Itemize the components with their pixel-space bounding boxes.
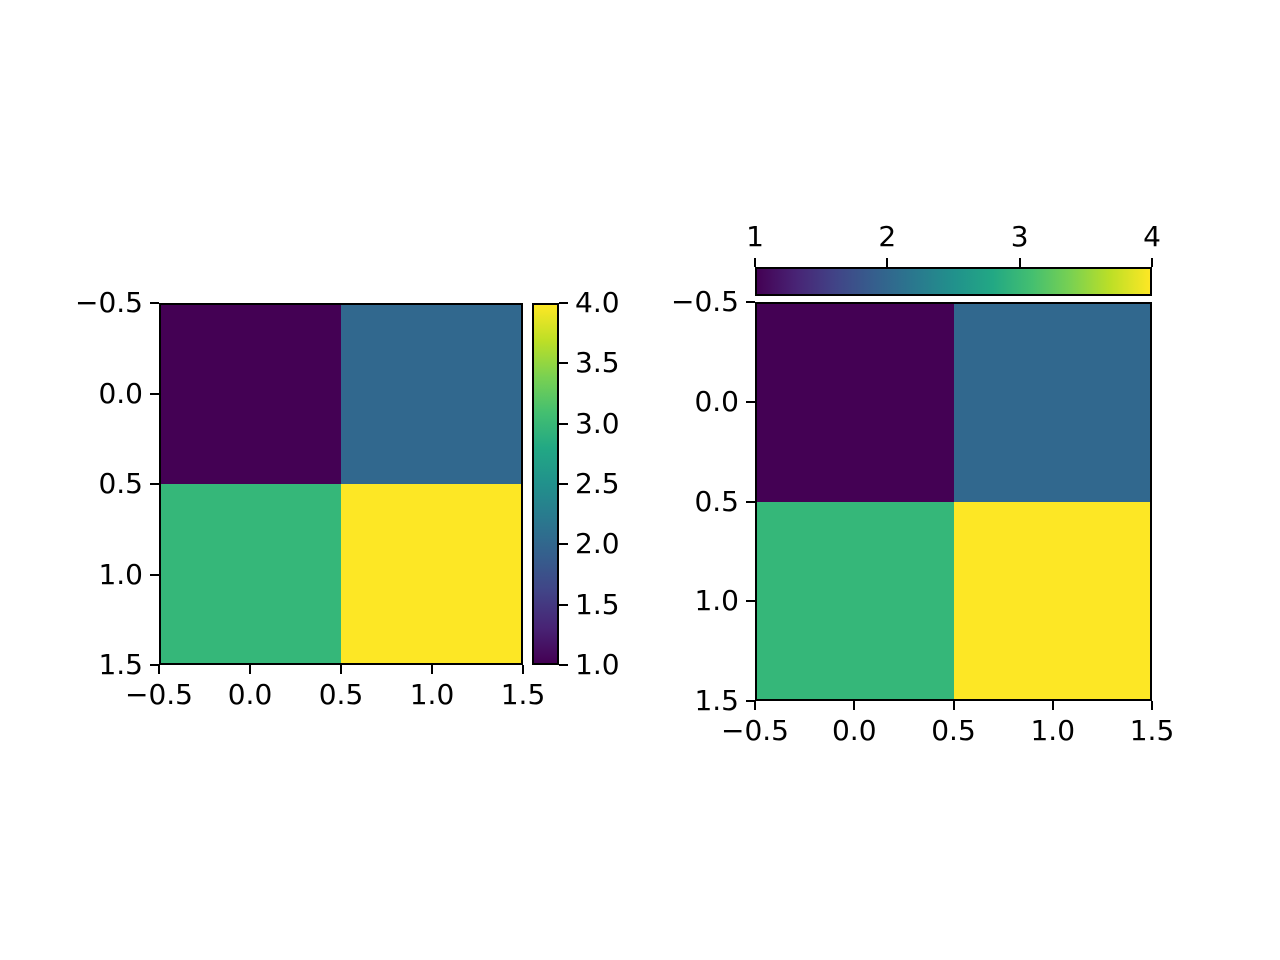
x-tick-mark	[522, 665, 524, 674]
colorbar-tick-label: 2.0	[575, 527, 620, 561]
colorbar-tick-mark	[559, 603, 568, 606]
x-tick-mark	[431, 665, 433, 674]
colorbar-tick-label: 2	[878, 220, 897, 253]
y-tick-mark	[746, 301, 755, 303]
left-vertical-colorbar	[532, 303, 559, 665]
x-tick-label: 0.5	[318, 678, 364, 711]
colorbar-tick-label: 1.5	[575, 587, 620, 621]
y-tick-mark	[150, 573, 159, 576]
x-tick-label: −0.5	[125, 678, 193, 711]
y-tick-label: 1.0	[694, 584, 739, 618]
x-tick-mark	[754, 701, 756, 710]
heatmap-cell	[161, 305, 341, 484]
colorbar-tick-label: 1	[746, 220, 764, 253]
x-tick-mark	[249, 665, 251, 674]
y-tick-label: 0.5	[694, 484, 739, 518]
x-tick-label: 0.5	[931, 714, 976, 747]
x-tick-label: −0.5	[721, 714, 789, 747]
heatmap-cell	[953, 304, 1150, 502]
heatmap-cell	[757, 501, 954, 699]
y-tick-label: 0.5	[98, 467, 143, 500]
x-tick-label: 1.5	[1129, 714, 1175, 747]
y-tick-label: 1.5	[98, 648, 143, 681]
heatmap-cell	[341, 305, 521, 484]
y-tick-mark	[150, 483, 159, 485]
x-tick-mark	[340, 665, 342, 674]
colorbar-tick-label: 3.5	[575, 346, 620, 380]
y-tick-label: 1.5	[694, 684, 739, 717]
x-tick-label: 0.0	[831, 714, 877, 747]
colorbar-tick-label: 3.0	[575, 406, 620, 440]
right-heatmap-cells	[757, 304, 1150, 699]
y-tick-mark	[746, 700, 755, 702]
colorbar-tick-mark	[559, 543, 568, 546]
colorbar-tick-mark	[559, 422, 568, 425]
colorbar-tick-label: 4	[1143, 220, 1161, 253]
heatmap-cell	[161, 484, 341, 663]
colorbar-tick-mark	[559, 302, 568, 304]
colorbar-tick-mark	[559, 362, 568, 365]
y-tick-mark	[150, 664, 159, 666]
right-heatmap-axes	[755, 302, 1152, 701]
x-tick-label: 1.5	[500, 678, 546, 711]
left-heatmap-cells	[161, 305, 521, 663]
x-tick-label: 1.0	[1030, 714, 1076, 747]
y-tick-label: 0.0	[694, 384, 739, 418]
x-tick-label: 1.0	[409, 678, 455, 711]
y-tick-mark	[746, 600, 755, 603]
heatmap-cell	[757, 304, 954, 502]
colorbar-tick-mark	[559, 664, 568, 666]
y-tick-label: 1.0	[98, 557, 143, 591]
x-tick-label: 0.0	[227, 678, 273, 711]
y-tick-label: −0.5	[671, 285, 739, 318]
right-horizontal-colorbar	[755, 267, 1152, 296]
x-tick-mark	[1051, 701, 1054, 710]
x-tick-mark	[853, 701, 856, 710]
heatmap-cell	[953, 501, 1150, 699]
colorbar-tick-label: 1.0	[575, 648, 620, 681]
y-tick-mark	[746, 500, 755, 503]
colorbar-tick-mark	[1018, 258, 1021, 267]
y-tick-mark	[150, 302, 159, 304]
colorbar-tick-mark	[1151, 258, 1153, 267]
y-tick-label: 0.0	[98, 376, 143, 410]
colorbar-tick-label: 2.5	[575, 467, 620, 500]
colorbar-tick-label: 3	[1010, 220, 1029, 253]
y-tick-mark	[746, 400, 755, 403]
x-tick-mark	[1151, 701, 1153, 710]
left-heatmap-axes	[159, 303, 523, 665]
heatmap-cell	[341, 484, 521, 663]
x-tick-mark	[158, 665, 160, 674]
colorbar-tick-label: 4.0	[575, 286, 620, 319]
y-tick-label: −0.5	[75, 286, 143, 319]
x-tick-mark	[952, 701, 955, 710]
y-tick-mark	[150, 392, 159, 395]
colorbar-tick-mark	[754, 258, 756, 267]
colorbar-tick-mark	[886, 258, 889, 267]
colorbar-tick-mark	[559, 483, 568, 485]
